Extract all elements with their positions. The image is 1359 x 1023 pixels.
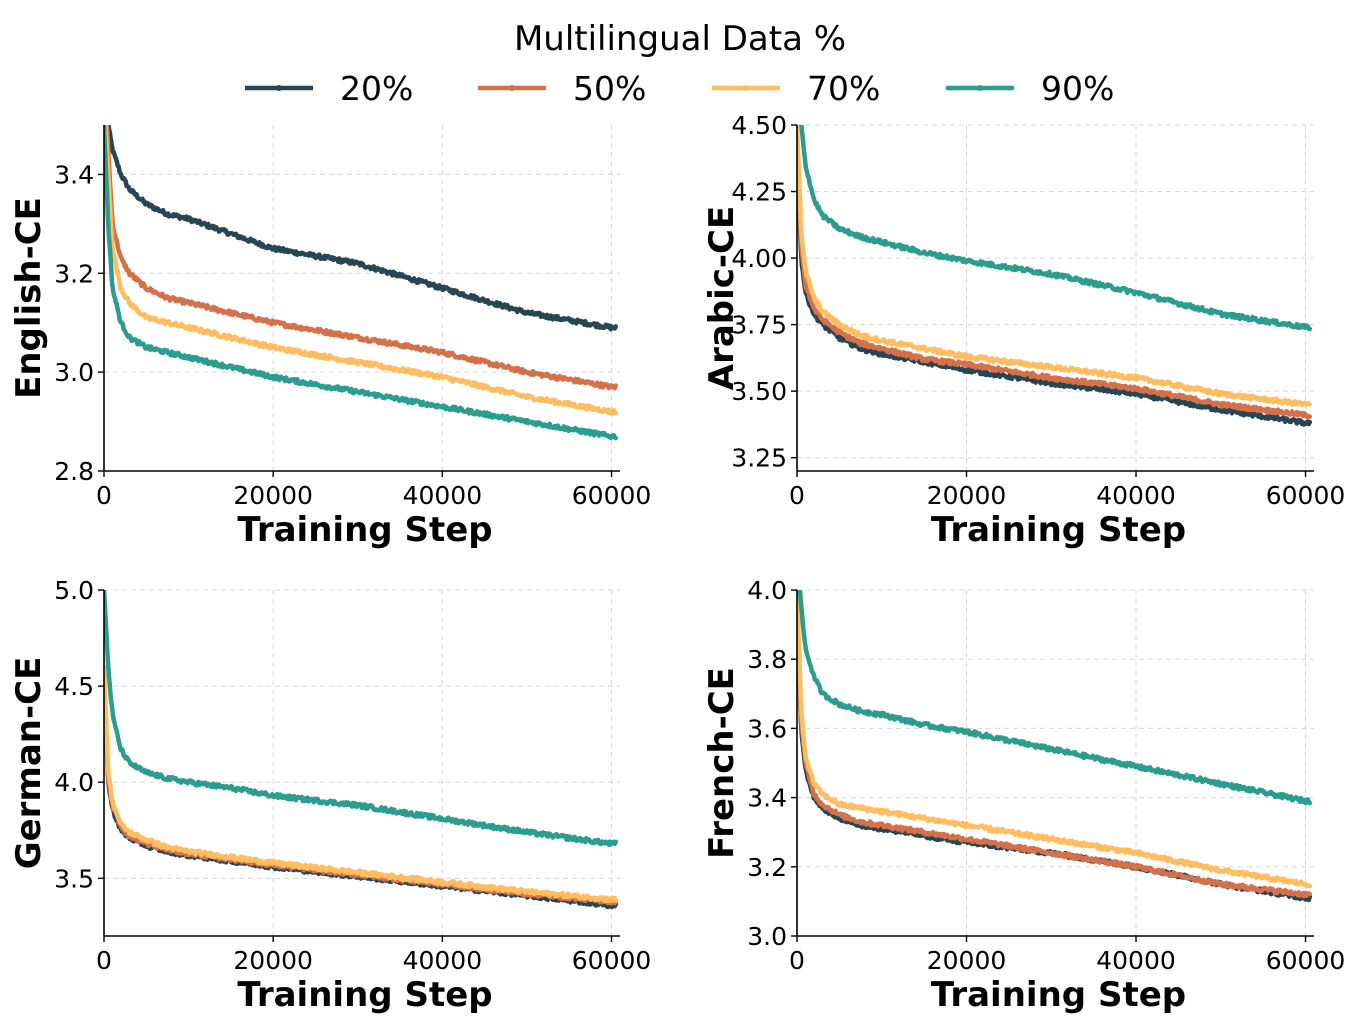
x-tick-label: 0 — [789, 946, 805, 975]
legend-entry-70pct: 70% — [712, 69, 880, 108]
series-group — [797, 125, 1313, 427]
y-axis-title: German-CE — [9, 657, 49, 870]
y-tick-label: 3.2 — [747, 853, 787, 882]
series-group — [797, 590, 1313, 903]
series-line-90pct — [799, 125, 1313, 332]
x-tick-label: 60000 — [1266, 946, 1346, 975]
series-group — [104, 590, 619, 910]
y-tick-label: 3.4 — [54, 160, 94, 189]
x-tick-label: 20000 — [927, 481, 1007, 510]
x-tick-label: 60000 — [572, 481, 652, 510]
legend-title: Multilingual Data % — [514, 19, 846, 59]
series-line-20pct — [106, 125, 619, 332]
legend-marker — [276, 85, 282, 91]
x-tick-label: 40000 — [403, 481, 483, 510]
series-line-70pct — [104, 125, 619, 416]
x-tick-label: 40000 — [403, 946, 483, 975]
x-axis-title: Training Step — [237, 510, 492, 550]
legend-entry-90pct: 90% — [946, 69, 1114, 108]
y-tick-label: 3.4 — [747, 784, 787, 813]
y-tick-label: 3.75 — [731, 311, 787, 340]
series-line-50pct — [797, 136, 1313, 420]
x-tick-label: 20000 — [927, 946, 1007, 975]
series-group — [104, 125, 619, 441]
y-tick-label: 3.25 — [731, 444, 787, 473]
series-line-70pct — [104, 664, 619, 904]
y-tick-label: 3.50 — [731, 377, 787, 406]
y-tick-label: 3.6 — [747, 714, 787, 743]
legend-label: 70% — [807, 69, 880, 108]
panel-german: 0 20000 40000 60000 3.5 4.0 4.5 5.0 Training Ste… — [9, 576, 651, 1015]
series-line-50pct — [104, 125, 619, 391]
legend-label: 50% — [573, 69, 646, 108]
x-tick-label: 60000 — [1266, 481, 1346, 510]
legend-entry-20pct: 20% — [245, 69, 413, 108]
y-tick-label: 4.5 — [54, 672, 94, 701]
legend-marker — [509, 85, 515, 91]
y-tick-label: 5.0 — [54, 576, 94, 605]
series-line-90pct — [797, 590, 1313, 806]
y-tick-label: 4.0 — [54, 768, 94, 797]
x-axis-title: Training Step — [237, 975, 492, 1015]
legend-label: 20% — [340, 69, 413, 108]
y-tick-label: 3.2 — [54, 259, 94, 288]
y-axis-title: English-CE — [9, 197, 49, 399]
x-tick-label: 20000 — [233, 481, 313, 510]
y-tick-label: 3.0 — [54, 358, 94, 387]
grid — [796, 124, 1314, 471]
legend-entry-50pct: 50% — [478, 69, 646, 108]
series-line-50pct — [797, 605, 1313, 899]
x-tick-label: 0 — [789, 481, 805, 510]
x-axis-title: Training Step — [931, 975, 1186, 1015]
y-axis-title: Arabic-CE — [702, 206, 742, 390]
panel-arabic: 0 20000 40000 60000 3.25 3.50 3.75 4.00 4.25 4.50… — [702, 111, 1346, 550]
y-tick-label: 4.0 — [747, 576, 787, 605]
x-tick-label: 0 — [96, 946, 112, 975]
y-axis-title: French-CE — [702, 667, 742, 859]
y-tick-label: 4.00 — [731, 244, 787, 273]
legend-label: 90% — [1041, 69, 1114, 108]
y-tick-label: 4.25 — [731, 178, 787, 207]
legend-marker — [743, 85, 749, 91]
panel-french: 0 20000 40000 60000 3.0 3.2 3.4 3.6 3.8 4.0 Traini… — [702, 576, 1346, 1015]
grid — [103, 589, 620, 936]
y-tick-label: 3.0 — [747, 922, 787, 951]
series-line-90pct — [104, 125, 619, 441]
series-line-70pct — [797, 125, 1313, 408]
y-tick-label: 3.8 — [747, 645, 787, 674]
y-tick-label: 3.5 — [54, 864, 94, 893]
x-tick-label: 60000 — [572, 946, 652, 975]
x-tick-label: 20000 — [233, 946, 313, 975]
series-line-70pct — [797, 590, 1313, 889]
y-tick-label: 2.8 — [54, 457, 94, 486]
legend-marker — [977, 85, 983, 91]
legend: Multilingual Data % 20% 50% 70% 90% — [245, 19, 1114, 108]
x-tick-label: 0 — [96, 481, 112, 510]
series-line-20pct — [797, 622, 1313, 903]
x-axis-title: Training Step — [931, 510, 1186, 550]
panel-english: 0 20000 40000 60000 2.8 3.0 3.2 3.4 Training Ste… — [9, 125, 652, 550]
x-tick-label: 40000 — [1096, 946, 1176, 975]
x-tick-label: 40000 — [1096, 481, 1176, 510]
series-line-90pct — [104, 590, 619, 848]
y-tick-label: 4.50 — [731, 111, 787, 140]
series-line-20pct — [797, 149, 1313, 427]
